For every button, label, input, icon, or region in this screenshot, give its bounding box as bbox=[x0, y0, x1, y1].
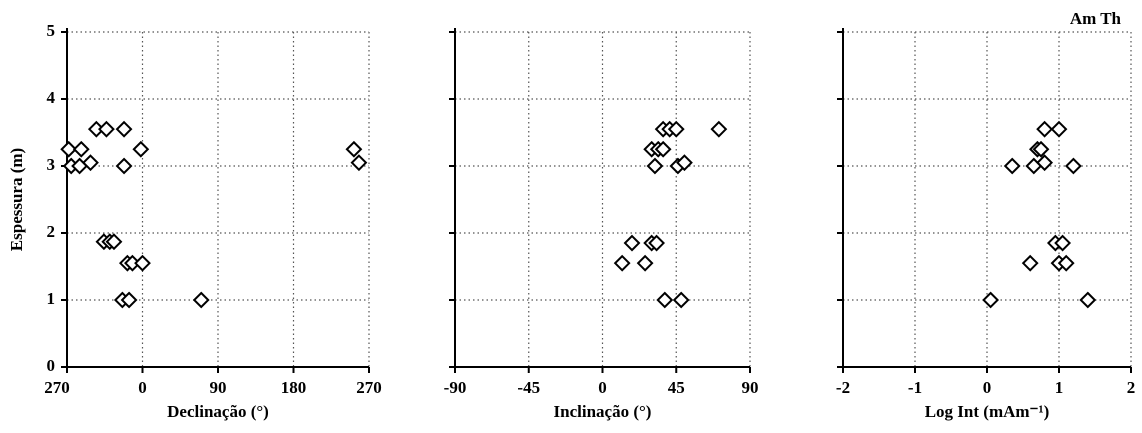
x-tick-label: -2 bbox=[836, 378, 850, 397]
point bbox=[710, 120, 728, 138]
point bbox=[132, 140, 150, 158]
y-tick-label: 3 bbox=[47, 155, 56, 174]
point bbox=[345, 140, 363, 158]
point bbox=[98, 120, 115, 138]
point bbox=[672, 291, 690, 309]
point bbox=[120, 291, 138, 309]
point bbox=[82, 154, 99, 172]
x-tick-label: 270 bbox=[44, 378, 70, 397]
x-tick-label: 0 bbox=[138, 378, 147, 397]
y-axis-label: Espessura (m) bbox=[7, 148, 26, 251]
point bbox=[350, 154, 368, 172]
point bbox=[646, 157, 664, 175]
x-tick-label: 1 bbox=[1055, 378, 1064, 397]
point bbox=[1036, 120, 1054, 138]
point bbox=[667, 120, 685, 138]
point bbox=[72, 140, 90, 158]
point bbox=[1050, 120, 1068, 138]
point bbox=[60, 140, 78, 158]
point bbox=[613, 254, 631, 272]
x-tick-label: 270 bbox=[356, 378, 382, 397]
point bbox=[192, 291, 210, 309]
y-tick-label: 1 bbox=[47, 289, 56, 308]
point bbox=[115, 120, 133, 138]
x-tick-label: -1 bbox=[908, 378, 922, 397]
point bbox=[1057, 254, 1075, 272]
point bbox=[105, 233, 123, 251]
y-tick-label: 2 bbox=[47, 222, 56, 241]
point bbox=[1032, 140, 1050, 158]
point bbox=[115, 157, 133, 175]
x-tick-label: -45 bbox=[517, 378, 540, 397]
point bbox=[654, 140, 672, 158]
x-tick-label: 0 bbox=[983, 378, 992, 397]
x-axis-label: Log Int (mAm⁻¹) bbox=[925, 402, 1050, 421]
point bbox=[1036, 154, 1054, 172]
point bbox=[656, 291, 674, 309]
point bbox=[636, 254, 654, 272]
point bbox=[676, 154, 693, 172]
point bbox=[648, 234, 665, 252]
y-tick-label: 4 bbox=[47, 88, 56, 107]
x-tick-label: -90 bbox=[444, 378, 467, 397]
x-axis-label: Declinação (°) bbox=[167, 402, 269, 421]
x-tick-label: 90 bbox=[210, 378, 227, 397]
point bbox=[134, 254, 151, 272]
point bbox=[1003, 157, 1021, 175]
x-axis-label: Inclinação (°) bbox=[554, 402, 652, 421]
x-tick-label: 2 bbox=[1127, 378, 1136, 397]
point bbox=[623, 234, 641, 252]
y-tick-label: 0 bbox=[47, 356, 56, 375]
x-tick-label: 0 bbox=[598, 378, 607, 397]
point bbox=[1079, 291, 1097, 309]
y-tick-label: 5 bbox=[47, 21, 56, 40]
x-tick-label: 90 bbox=[742, 378, 759, 397]
point bbox=[1054, 234, 1072, 252]
point bbox=[1021, 254, 1039, 272]
x-tick-label: 45 bbox=[668, 378, 685, 397]
x-tick-label: 180 bbox=[281, 378, 307, 397]
point bbox=[1064, 157, 1082, 175]
point bbox=[982, 291, 1000, 309]
panel-title: Am Th bbox=[1070, 9, 1122, 28]
